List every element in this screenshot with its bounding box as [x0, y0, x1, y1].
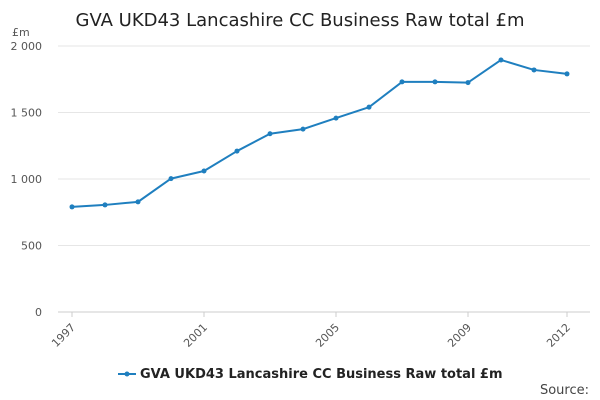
x-tick-label: 1997: [49, 321, 78, 350]
legend-dot-marker: [124, 371, 130, 377]
data-point[interactable]: [498, 57, 504, 63]
data-point[interactable]: [69, 204, 75, 210]
gridlines: [58, 45, 590, 313]
x-tick-label: 2001: [181, 321, 210, 350]
data-point[interactable]: [564, 71, 570, 77]
data-point[interactable]: [135, 199, 141, 205]
y-tick-label: 1 500: [11, 107, 43, 120]
data-point[interactable]: [366, 104, 372, 110]
data-point[interactable]: [102, 202, 108, 208]
series-layer: [69, 57, 570, 210]
x-tick-label: 2005: [313, 321, 342, 350]
y-axis-unit-label: £m: [12, 26, 30, 39]
source-label: Source:: [540, 383, 589, 398]
data-point[interactable]: [168, 176, 174, 182]
x-tick-label: 2012: [544, 321, 573, 350]
data-point[interactable]: [267, 131, 273, 137]
y-tick-label: 2 000: [11, 40, 43, 53]
x-axis-ticks: 1997 2001 2005 2009 2012: [49, 312, 573, 350]
y-tick-label: 500: [21, 240, 42, 253]
data-point[interactable]: [300, 126, 306, 132]
legend-label: GVA UKD43 Lancashire CC Business Raw tot…: [140, 367, 503, 382]
y-axis-ticks: 0 500 1 000 1 500 2 000: [11, 40, 43, 319]
data-point[interactable]: [234, 148, 240, 154]
data-point[interactable]: [201, 168, 207, 174]
x-tick-label: 2009: [445, 321, 474, 350]
chart-title: GVA UKD43 Lancashire CC Business Raw tot…: [76, 10, 525, 31]
y-tick-label: 0: [35, 306, 42, 319]
legend[interactable]: GVA UKD43 Lancashire CC Business Raw tot…: [118, 367, 503, 382]
y-tick-label: 1 000: [11, 173, 43, 186]
data-point[interactable]: [333, 115, 339, 121]
data-point[interactable]: [531, 67, 537, 73]
series-line: [71, 58, 568, 208]
data-point[interactable]: [465, 80, 471, 86]
data-point[interactable]: [399, 79, 405, 85]
data-point[interactable]: [432, 79, 438, 85]
